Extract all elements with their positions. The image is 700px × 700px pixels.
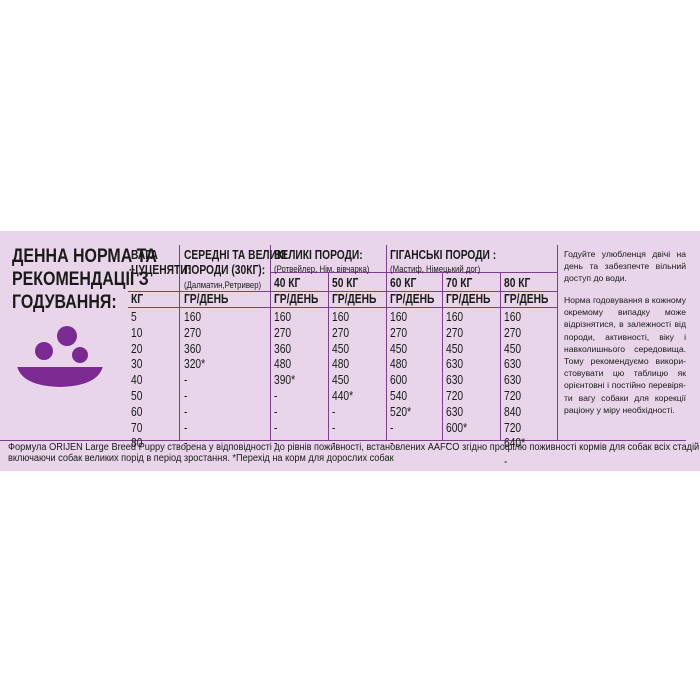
portion-cell: 360 xyxy=(184,341,202,356)
unit-gpd: ГР/ДЕНЬ xyxy=(184,292,229,306)
portion-cell: 720 xyxy=(504,420,522,435)
group-header-large: ВЕЛИКІ ПОРОДИ: (Ротвейлер, Нім. вівчарка… xyxy=(274,248,370,275)
portion-cell: - xyxy=(274,420,278,435)
puppy-weight-cell: 10 xyxy=(131,325,143,340)
portion-cell: 450 xyxy=(390,341,408,356)
portion-cell: 630 xyxy=(446,357,464,372)
portion-cell: 450 xyxy=(332,373,350,388)
portion-cell: 160 xyxy=(184,310,202,324)
footer-note: Формула ORIJEN Large Breed Puppy створен… xyxy=(8,442,700,464)
adult-weight-50: 50 КГ xyxy=(332,276,359,290)
portion-cell: 270 xyxy=(390,325,408,340)
portion-cell: 840 xyxy=(504,404,522,419)
footer-line: включаючи собак великих порід в період з… xyxy=(8,453,394,464)
portion-cell: - xyxy=(446,436,450,451)
portion-cell: 630 xyxy=(446,404,464,419)
portion-cell: 640* xyxy=(504,436,526,451)
portion-cell: - xyxy=(184,436,188,451)
feeding-note: Годуйте улюбленця двічі на день та забез… xyxy=(564,249,686,284)
portion-cell: 270 xyxy=(184,325,202,340)
portion-cell: 630 xyxy=(504,373,522,388)
portion-cell: - xyxy=(274,436,278,451)
portion-cell: 630 xyxy=(446,373,464,388)
portion-cell: 160 xyxy=(390,310,408,324)
portion-cell: 600* xyxy=(446,420,468,435)
bowl-with-kibble-icon xyxy=(17,326,103,387)
portion-cell: - xyxy=(274,404,278,419)
portion-cell: 630 xyxy=(504,357,522,372)
portion-cell: 320* xyxy=(184,357,206,372)
adult-weight-40: 40 КГ xyxy=(274,276,301,290)
portion-cell: - xyxy=(184,404,188,419)
portion-cell: 270 xyxy=(332,325,350,340)
portion-cell: - xyxy=(332,420,336,435)
feeding-disclaimer: Норма годовування в кожному окремому вип… xyxy=(564,295,686,415)
trailing-dash: - xyxy=(504,454,508,468)
unit-gpd: ГР/ДЕНЬ xyxy=(446,292,491,306)
adult-weight-80: 80 КГ xyxy=(504,276,531,290)
portion-cell: - xyxy=(184,389,188,403)
portion-cell: - xyxy=(390,420,394,435)
unit-gpd: ГР/ДЕНЬ xyxy=(504,292,549,306)
portion-cell: 450 xyxy=(332,341,350,356)
portion-cell: 270 xyxy=(446,325,464,340)
portion-cell: 450 xyxy=(446,341,464,356)
unit-kg: КГ xyxy=(131,292,144,306)
portion-cell: - xyxy=(184,373,188,388)
portion-cell: 160 xyxy=(446,310,464,324)
puppy-weight-cell: 20 xyxy=(131,341,143,356)
portion-cell: 160 xyxy=(332,310,350,324)
group-header-giant: ГІГАНСЬКІ ПОРОДИ : (Мастиф, Німецький до… xyxy=(390,248,497,275)
feeding-panel xyxy=(0,231,700,471)
portion-cell: 270 xyxy=(274,325,292,340)
title-line: РЕКОМЕНДАЦІЇ З xyxy=(12,269,149,290)
puppy-weight-cell: 30 xyxy=(131,357,143,372)
portion-cell: 390* xyxy=(274,373,296,388)
portion-cell: 520* xyxy=(390,404,412,419)
portion-cell: 600 xyxy=(390,373,408,388)
portion-cell: 480 xyxy=(274,357,292,372)
puppy-weight-cell: 50 xyxy=(131,389,143,403)
portion-cell: - xyxy=(390,436,394,451)
portion-cell: - xyxy=(274,389,278,403)
portion-cell: 720 xyxy=(504,389,522,403)
portion-cell: 480 xyxy=(332,357,350,372)
title-line: ДЕННА НОРМА ТА xyxy=(12,246,157,267)
footer-line: Формула ORIJEN Large Breed Puppy створен… xyxy=(8,442,700,453)
group-header-medium-large: СЕРЕДНІ ТА ВЕЛИКІ ПОРОДИ (30КГ): (Далмат… xyxy=(184,248,287,291)
puppy-weight-cell: 40 xyxy=(131,373,143,388)
puppy-weight-cell: 70 xyxy=(131,420,143,435)
weight-header: ВАГА ЦУЦЕНЯТИ: xyxy=(131,248,192,277)
portion-cell: - xyxy=(332,436,336,451)
unit-gpd: ГР/ДЕНЬ xyxy=(390,292,435,306)
portion-cell: 270 xyxy=(504,325,522,340)
puppy-weight-cell: 5 xyxy=(131,310,137,324)
page-title: ДЕННА НОРМА ТА РЕКОМЕНДАЦІЇ З ГОДУВАННЯ: xyxy=(12,245,185,314)
portion-cell: 720 xyxy=(446,389,464,403)
portion-cell: 160 xyxy=(504,310,522,324)
portion-cell: 480 xyxy=(390,357,408,372)
adult-weight-60: 60 КГ xyxy=(390,276,417,290)
portion-cell: - xyxy=(184,420,188,435)
portion-cell: 450 xyxy=(504,341,522,356)
portion-cell: 160 xyxy=(274,310,292,324)
puppy-weight-cell: 80 xyxy=(131,436,143,451)
portion-cell: 540 xyxy=(390,389,408,403)
unit-gpd: ГР/ДЕНЬ xyxy=(274,292,319,306)
portion-cell: 360 xyxy=(274,341,292,356)
portion-cell: - xyxy=(332,404,336,419)
title-line: ГОДУВАННЯ: xyxy=(12,292,117,313)
unit-gpd: ГР/ДЕНЬ xyxy=(332,292,377,306)
portion-cell: 440* xyxy=(332,389,354,403)
puppy-weight-cell: 60 xyxy=(131,404,143,419)
adult-weight-70: 70 КГ xyxy=(446,276,473,290)
